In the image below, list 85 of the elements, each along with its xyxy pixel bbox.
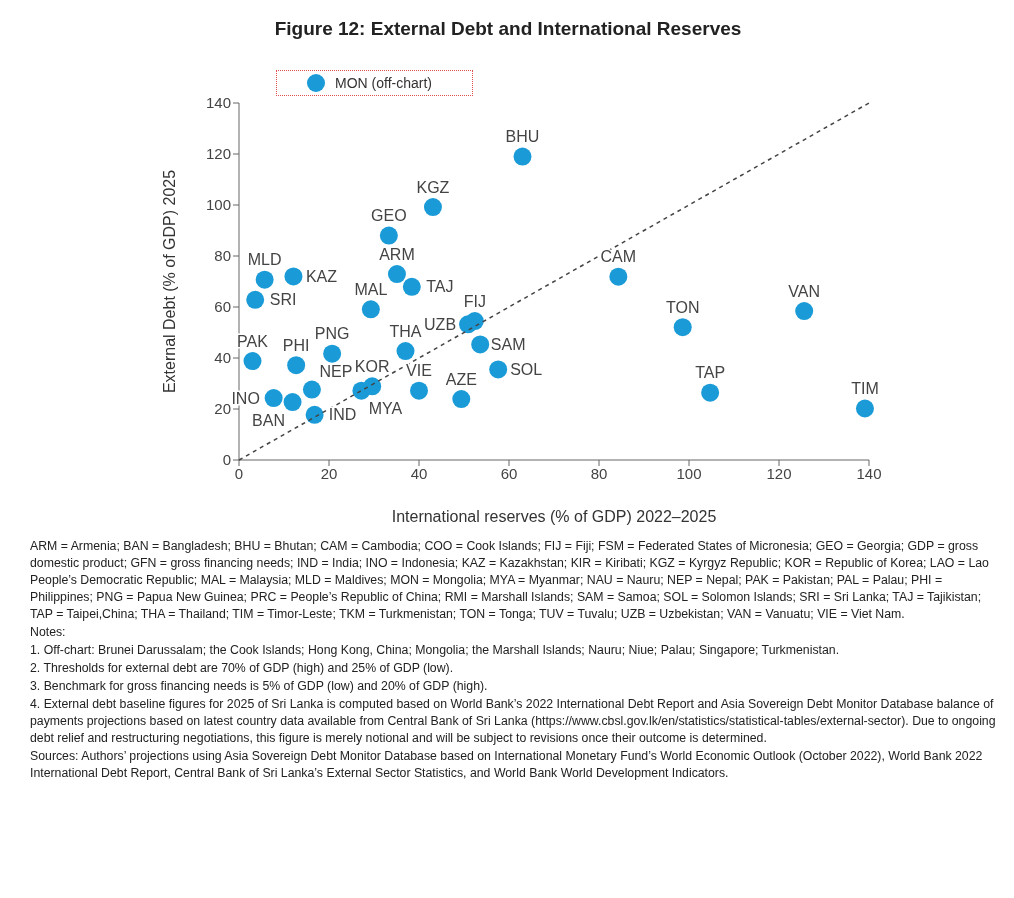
- point: [305, 405, 324, 424]
- chart-title: Figure 12: External Debt and International Reserves: [273, 17, 743, 41]
- point: [284, 267, 303, 286]
- text: ARM = Armenia; BAN = Bangladesh; BHU = Bhutan; CAM = Cambodia; COO = Cook Islands; FIJ = Fiji; FSM = Federated States of Micronesia; GEO = Georgia; GDP = gross domestic product; GFN = gross financing needs; IND = India; INO = Indonesia; KAZ = Kazakhstan; KIR = Kiribati; KGZ = Kyrgyz Republic; KOR = Republic of Korea; LAO = Lao People’s Democratic Republic; MAL = Malaysia; MLD = Maldives; MON = Mongolia; MYA = Myanmar; NAU = Nauru; NEP = Nepal; PAK = Pakistan; PAL = Palau; PHI = Philippines; PNG = Papua New Guinea; PRC = People’s Republic of China; RMI = Marshall Islands; SAM = Samoa; SOL = Solomon Islands; SRI = Sri Lanka; TAJ = Tajikistan; TAP = Taipei,China; THA = Thailand; TIM = Timor-Leste; TKM = Turkmenistan; TON = Tonga; TUV = Tuvalu; UZB = Uzbekistan; VAN = Vanuatu; VIE = Viet Nam.: [30, 538, 990, 623]
- y-tick-label: 0: [222, 451, 231, 469]
- source-note: Sources: Authors’ projections using Asia Sovereign Debt Monitor Database based on International Monetary Fund’s World Economic Outlook (October 2022), World Bank 2022 International Debt Report, Central Bank of Sri Lanka’s External Sector Statistics, and World Bank World Development Indicators.: [30, 748, 984, 782]
- x-tick-label: 140: [856, 464, 882, 482]
- x-axis-title: International reserves (% of GDP) 2022–2025: [391, 508, 717, 525]
- point: [287, 356, 306, 375]
- point: [513, 147, 532, 166]
- point: [855, 399, 874, 418]
- annotation: BAN: [252, 411, 285, 429]
- annotation: UZB: [424, 315, 457, 333]
- x-tick-label: 80: [590, 464, 608, 482]
- annotation: BHU: [505, 128, 540, 146]
- point: [402, 277, 421, 296]
- y-tick-label: 100: [205, 196, 231, 214]
- y-tick-label: 40: [214, 349, 231, 367]
- point: [379, 226, 398, 245]
- y-tick-label: 20: [214, 400, 231, 418]
- point: [673, 318, 692, 337]
- point: [795, 302, 814, 321]
- annotation: NEP: [319, 363, 353, 381]
- point: [302, 380, 321, 399]
- point: [283, 393, 302, 412]
- point: [387, 265, 406, 284]
- y-tick-label: 80: [214, 247, 231, 265]
- point: [489, 360, 508, 379]
- annotation: MAL: [354, 280, 388, 298]
- point: [243, 352, 262, 371]
- text: 4. External debt baseline figures for 2025 of Sri Lanka is computed based on World Bank’s 2022 International Debt Report and Asia Sovereign Debt Monitor Database balance of payments projections based on latest country data available from Central Bank of Sri Lanka (https://www.cbsl.gov.lk/en/statistics/statistical-tables/external-sector). Due to ongoing debt relief and restructuring negotiations, this figure is merely notional and will be subject to revisions once their outcome is determined.: [30, 696, 996, 747]
- y-tick-label: 120: [205, 145, 231, 163]
- annotation: PHI: [282, 336, 310, 354]
- annotation: KGZ: [416, 178, 450, 196]
- annotation: PNG: [314, 325, 350, 343]
- annotation: CAM: [600, 248, 637, 266]
- annotation: INO: [231, 389, 260, 407]
- annotation: PAK: [237, 332, 269, 350]
- x-tick-label: 120: [766, 464, 792, 482]
- annotation: TAJ: [426, 278, 454, 296]
- point: [423, 198, 442, 217]
- point: [471, 335, 490, 354]
- annotation: VAN: [788, 282, 821, 300]
- annotation: KOR: [354, 357, 390, 375]
- point: [452, 390, 471, 409]
- x-tick-label: 100: [676, 464, 702, 482]
- annotation: ARM: [379, 245, 415, 263]
- point: [246, 290, 265, 309]
- annotation: TAP: [695, 364, 726, 382]
- x-tick-label: 60: [500, 464, 518, 482]
- annotation: TIM: [851, 379, 879, 397]
- annotation: TON: [665, 298, 700, 316]
- y-axis-title: External Debt (% of GDP) 2025: [160, 169, 178, 394]
- point: [255, 270, 274, 289]
- annotation: KAZ: [305, 267, 338, 285]
- annotation: GEO: [371, 207, 407, 225]
- y-tick-label: 60: [214, 298, 231, 316]
- annotation: MYA: [368, 400, 403, 418]
- point: [361, 300, 380, 319]
- point: [701, 383, 720, 402]
- point: [609, 267, 628, 286]
- y-tick-label: 140: [205, 94, 231, 112]
- annotation: MLD: [247, 251, 282, 269]
- annotation: IND: [328, 406, 357, 424]
- text: 2. Thresholds for external debt are 70% of GDP (high) and 25% of GDP (low).: [30, 660, 455, 677]
- point: [410, 381, 428, 400]
- text: 3. Benchmark for gross financing needs is 5% of GDP (low) and 20% of GDP (high).: [30, 678, 489, 695]
- annotation: SOL: [510, 360, 543, 378]
- text: 1. Off-chart: Brunei Darussalam; the Cook Islands; Hong Kong, China; Mongolia; the Marshall Islands; Nauru; Niue; Palau; Singapore; Turkmenistan.: [30, 642, 841, 659]
- x-tick-label: 20: [320, 464, 338, 482]
- point: [465, 312, 484, 331]
- x-tick-label: 40: [410, 464, 428, 482]
- x-tick-label: 0: [234, 464, 244, 482]
- point: [264, 389, 283, 408]
- text: Notes:: [30, 624, 67, 641]
- annotation: THA: [389, 322, 422, 340]
- annotation: FIJ: [463, 292, 486, 310]
- annotation: VIE: [406, 362, 432, 380]
- point: [396, 342, 415, 361]
- annotation: AZE: [445, 370, 477, 388]
- annotation: SRI: [269, 291, 297, 309]
- annotation: SAM: [490, 335, 526, 353]
- point: [363, 377, 382, 396]
- legend-label: MON (off-chart): [335, 75, 432, 91]
- point: [323, 344, 342, 363]
